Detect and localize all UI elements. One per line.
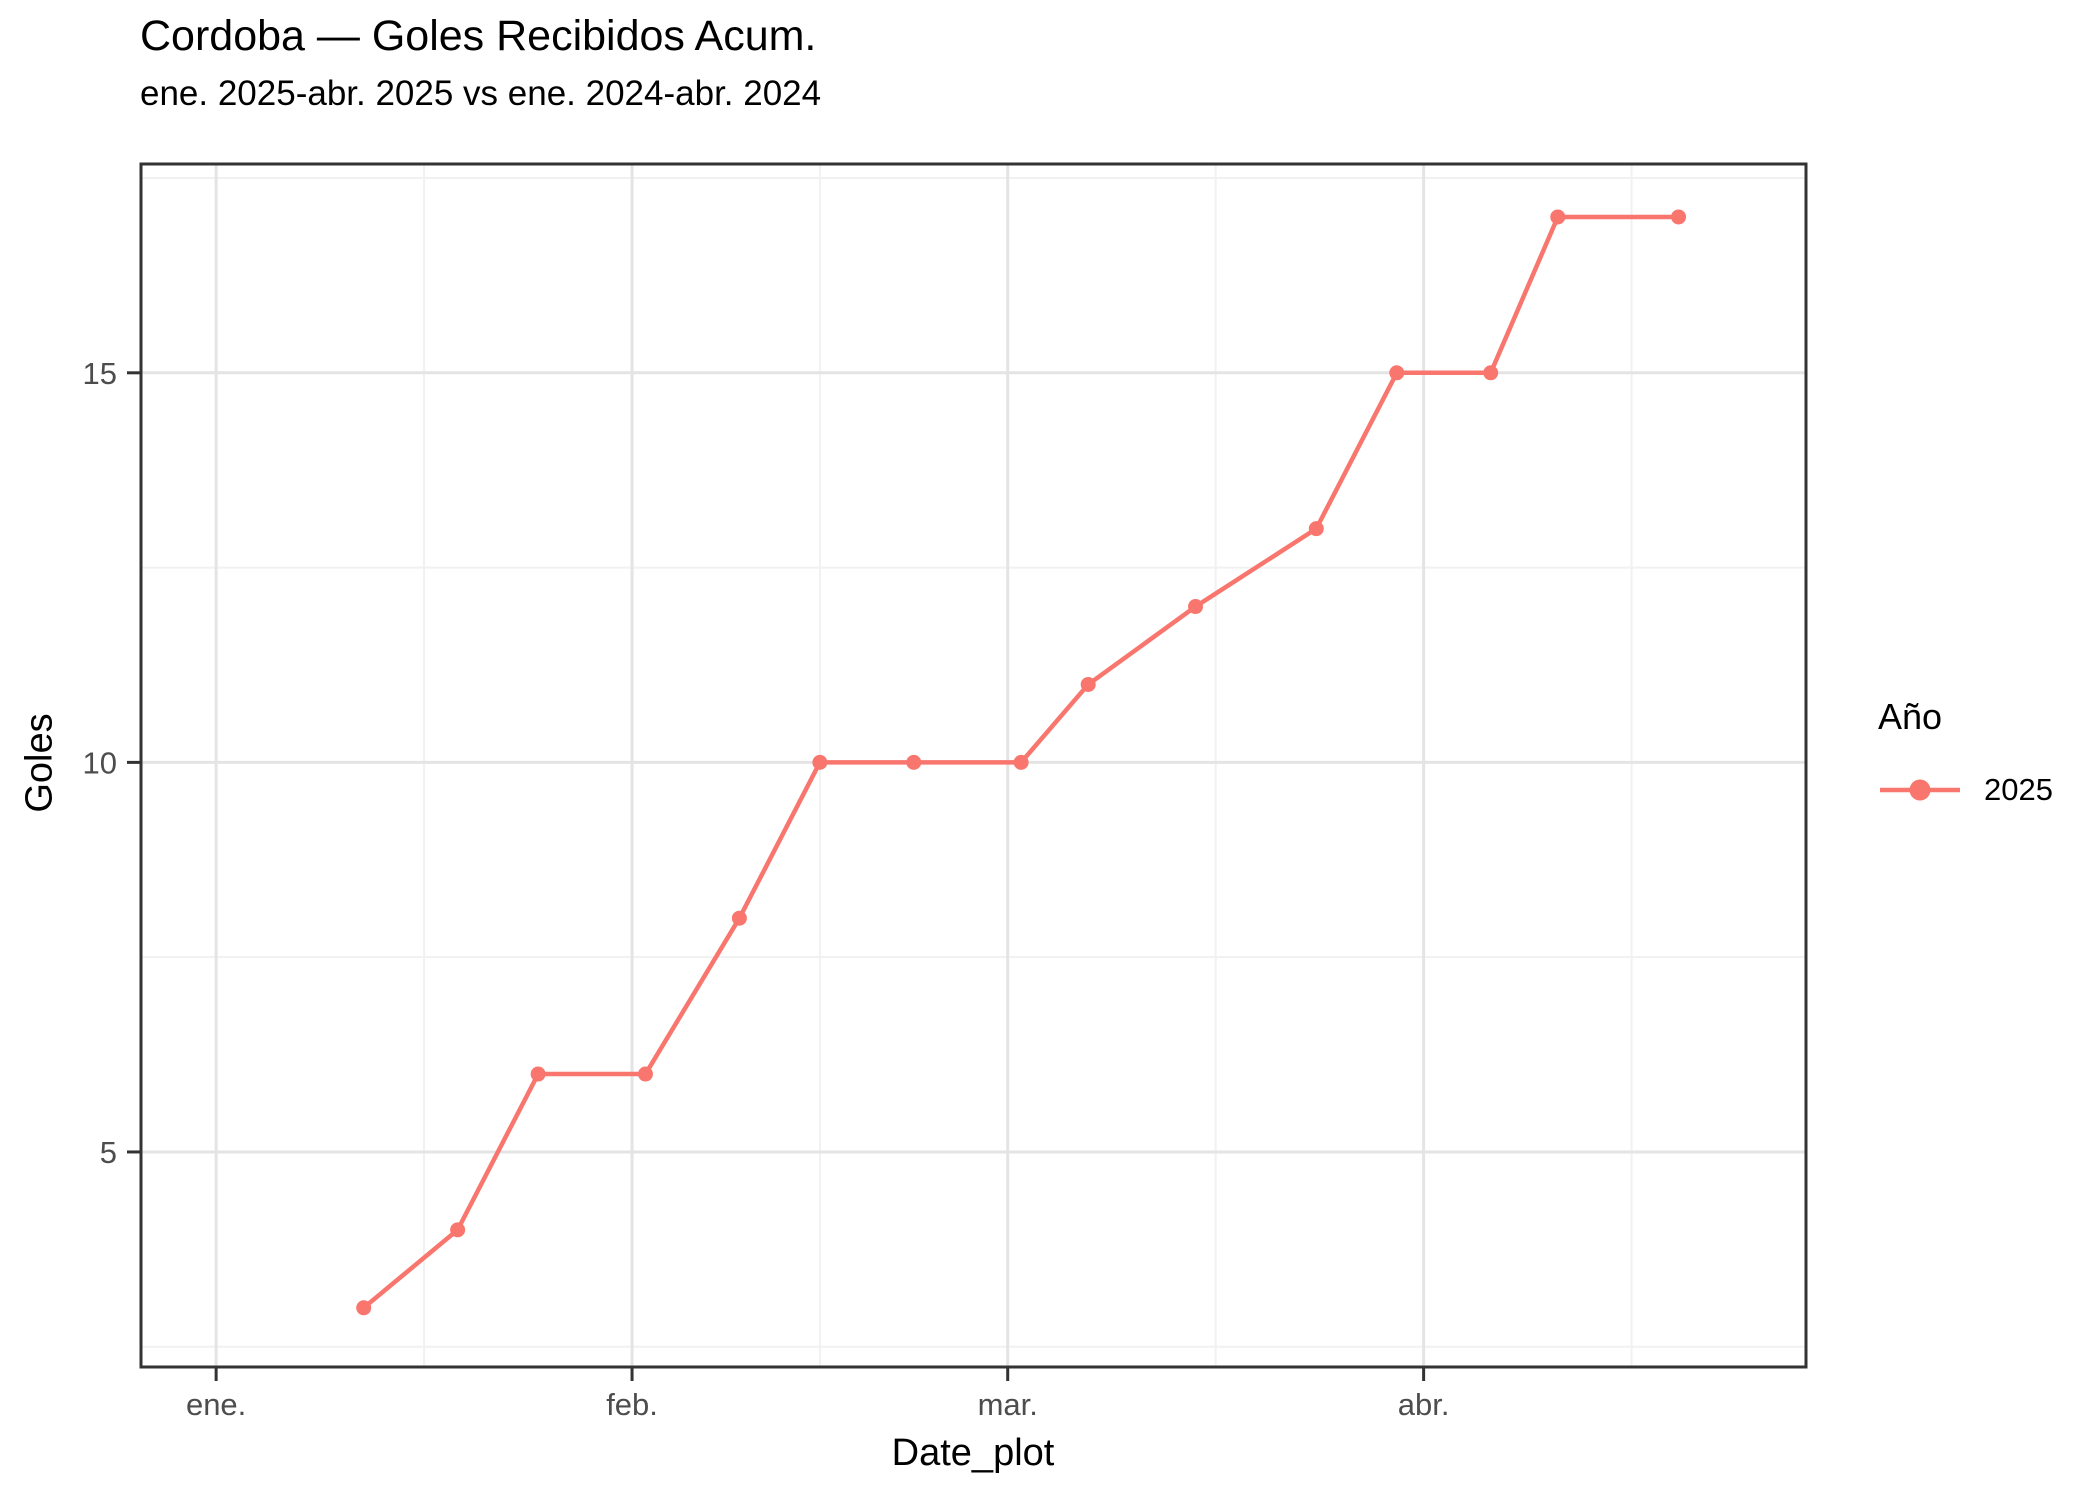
legend-key-point xyxy=(1909,779,1931,801)
chart-title: Cordoba — Goles Recibidos Acum. xyxy=(140,12,817,60)
data-point xyxy=(1483,365,1499,381)
x-tick-label: abr. xyxy=(1398,1387,1450,1422)
data-point xyxy=(530,1066,546,1082)
legend-entry: 2025 xyxy=(1878,768,2053,812)
y-tick-label: 5 xyxy=(100,1135,117,1170)
x-tick-label: feb. xyxy=(606,1387,658,1422)
data-point xyxy=(637,1066,653,1082)
legend-entry-label: 2025 xyxy=(1984,772,2053,807)
data-point xyxy=(731,910,747,926)
y-axis-title: Goles xyxy=(18,713,61,813)
x-tick-label: mar. xyxy=(978,1387,1038,1422)
panel-border xyxy=(139,162,1808,1369)
data-point xyxy=(1389,365,1405,381)
data-point xyxy=(1080,676,1096,692)
y-tick-label: 10 xyxy=(83,745,117,780)
y-tick-label: 15 xyxy=(83,356,117,391)
legend-title: Año xyxy=(1878,696,1943,737)
legend-key-icon xyxy=(1880,779,1960,801)
data-point xyxy=(1550,209,1566,225)
data-point xyxy=(356,1300,372,1316)
x-axis-title: Date_plot xyxy=(891,1432,1055,1474)
data-point xyxy=(1188,599,1204,615)
data-point xyxy=(450,1222,466,1238)
data-point xyxy=(812,754,828,770)
data-point xyxy=(1308,521,1324,537)
chart-subtitle: ene. 2025-abr. 2025 vs ene. 2024-abr. 20… xyxy=(140,74,822,113)
data-point xyxy=(1013,754,1029,770)
data-point xyxy=(1671,209,1687,225)
data-point xyxy=(906,754,922,770)
legend: Año 2025 xyxy=(1878,696,2053,812)
x-tick-label: ene. xyxy=(186,1387,246,1422)
